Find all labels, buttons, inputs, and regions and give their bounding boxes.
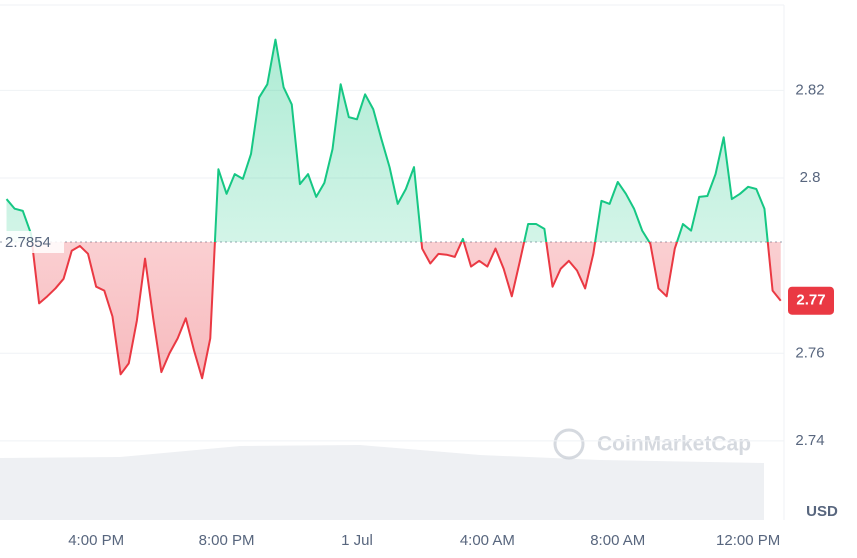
currency-label: USD bbox=[806, 503, 838, 520]
watermark-text: CoinMarketCap bbox=[597, 433, 751, 456]
area-up bbox=[6, 39, 768, 243]
price-label: 2.77 bbox=[796, 292, 825, 309]
watermark: CoinMarketCap bbox=[553, 428, 751, 460]
y-tick-label: 2.76 bbox=[795, 344, 824, 361]
price-badge bbox=[788, 286, 834, 315]
x-tick-label: 8:00 PM bbox=[199, 532, 255, 549]
x-tick-label: 8:00 AM bbox=[590, 532, 645, 549]
baseline-label: 2.7854 bbox=[5, 234, 51, 251]
x-tick-label: 4:00 AM bbox=[460, 532, 515, 549]
volume-area bbox=[0, 445, 764, 520]
y-tick-label: 2.8 bbox=[800, 169, 821, 186]
line-up bbox=[5, 38, 769, 243]
x-tick-label: 1 Jul bbox=[341, 532, 373, 549]
y-tick-label: 2.74 bbox=[795, 432, 824, 449]
y-tick-label: 2.82 bbox=[795, 81, 824, 98]
watermark-logo bbox=[553, 428, 585, 460]
x-tick-label: 4:00 PM bbox=[68, 532, 124, 549]
line-down bbox=[30, 242, 782, 380]
x-tick-label: 12:00 PM bbox=[716, 532, 780, 549]
baseline-label-bg bbox=[2, 231, 64, 254]
